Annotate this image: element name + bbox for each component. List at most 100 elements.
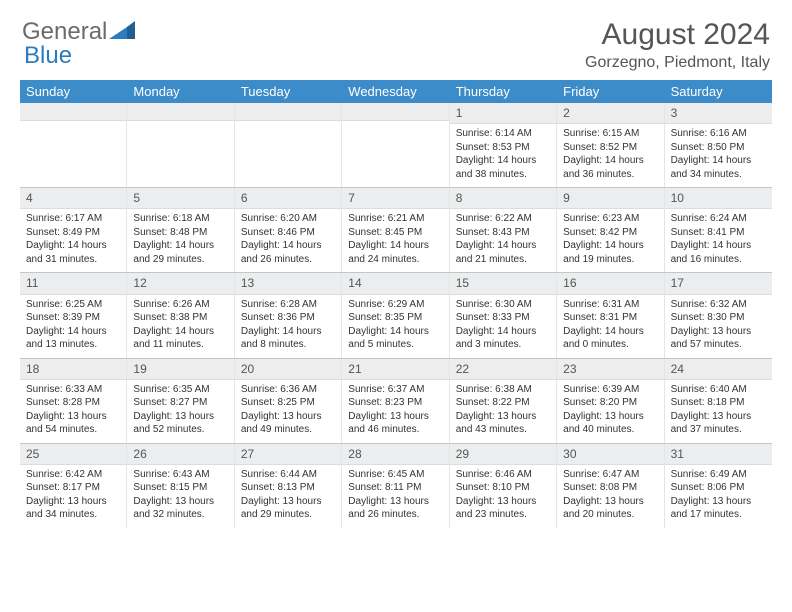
day-info-line: Sunset: 8:27 PM [133,396,227,410]
day-cell-body: Sunrise: 6:38 AMSunset: 8:22 PMDaylight:… [450,380,556,443]
day-info-line: Daylight: 13 hours [241,410,335,424]
day-info-line: Sunset: 8:08 PM [563,481,657,495]
day-info-line: Sunset: 8:17 PM [26,481,120,495]
day-cell: 11Sunrise: 6:25 AMSunset: 8:39 PMDayligh… [20,273,127,357]
day-info-line: and 32 minutes. [133,508,227,522]
day-info-line: and 37 minutes. [671,423,766,437]
day-cell-body: Sunrise: 6:18 AMSunset: 8:48 PMDaylight:… [127,209,233,272]
date-number: 12 [127,273,233,294]
day-cell-body: Sunrise: 6:42 AMSunset: 8:17 PMDaylight:… [20,465,126,528]
day-info-line: Daylight: 13 hours [241,495,335,509]
day-info-line: Daylight: 13 hours [26,410,120,424]
month-title: August 2024 [585,18,770,52]
day-info-line: Daylight: 14 hours [348,239,442,253]
logo-text-2: Blue [24,42,72,70]
date-number: 25 [20,444,126,465]
day-cell-body: Sunrise: 6:28 AMSunset: 8:36 PMDaylight:… [235,295,341,358]
date-number: 31 [665,444,772,465]
day-info-line: Daylight: 14 hours [241,239,335,253]
day-info-line: Sunrise: 6:22 AM [456,212,550,226]
day-cell: 14Sunrise: 6:29 AMSunset: 8:35 PMDayligh… [342,273,449,357]
day-cell [20,103,127,187]
day-cell-body [342,121,448,130]
day-info-line: and 17 minutes. [671,508,766,522]
date-number: 9 [557,188,663,209]
day-cell-body: Sunrise: 6:23 AMSunset: 8:42 PMDaylight:… [557,209,663,272]
day-info-line: Sunrise: 6:28 AM [241,298,335,312]
day-info-line: and 23 minutes. [456,508,550,522]
day-cell: 23Sunrise: 6:39 AMSunset: 8:20 PMDayligh… [557,359,664,443]
date-number: 21 [342,359,448,380]
date-number: 7 [342,188,448,209]
day-info-line: Daylight: 14 hours [456,154,550,168]
day-info-line: and 16 minutes. [671,253,766,267]
day-info-line: and 54 minutes. [26,423,120,437]
week-row: 1Sunrise: 6:14 AMSunset: 8:53 PMDaylight… [20,103,772,187]
day-info-line: Daylight: 13 hours [563,495,657,509]
day-cell: 31Sunrise: 6:49 AMSunset: 8:06 PMDayligh… [665,444,772,528]
logo-mark-icon [109,18,135,46]
day-cell: 8Sunrise: 6:22 AMSunset: 8:43 PMDaylight… [450,188,557,272]
day-info-line: Daylight: 13 hours [671,495,766,509]
date-number [20,103,126,121]
day-info-line: Sunrise: 6:29 AM [348,298,442,312]
date-number: 30 [557,444,663,465]
day-cell-body: Sunrise: 6:36 AMSunset: 8:25 PMDaylight:… [235,380,341,443]
day-info-line: Daylight: 14 hours [133,325,227,339]
day-info-line: Sunrise: 6:43 AM [133,468,227,482]
day-cell: 15Sunrise: 6:30 AMSunset: 8:33 PMDayligh… [450,273,557,357]
day-info-line: Sunset: 8:28 PM [26,396,120,410]
day-cell: 27Sunrise: 6:44 AMSunset: 8:13 PMDayligh… [235,444,342,528]
date-number: 20 [235,359,341,380]
day-cell-body: Sunrise: 6:20 AMSunset: 8:46 PMDaylight:… [235,209,341,272]
day-info-line: and 13 minutes. [26,338,120,352]
day-info-line: Daylight: 14 hours [563,239,657,253]
day-cell: 3Sunrise: 6:16 AMSunset: 8:50 PMDaylight… [665,103,772,187]
day-info-line: Sunrise: 6:47 AM [563,468,657,482]
day-info-line: and 49 minutes. [241,423,335,437]
day-cell-body: Sunrise: 6:26 AMSunset: 8:38 PMDaylight:… [127,295,233,358]
day-cell: 4Sunrise: 6:17 AMSunset: 8:49 PMDaylight… [20,188,127,272]
day-info-line: Daylight: 14 hours [671,154,766,168]
day-info-line: Daylight: 13 hours [456,495,550,509]
day-info-line: Sunrise: 6:20 AM [241,212,335,226]
day-info-line: Daylight: 13 hours [26,495,120,509]
date-number: 6 [235,188,341,209]
day-info-line: Daylight: 14 hours [456,325,550,339]
day-info-line: and 19 minutes. [563,253,657,267]
day-info-line: Sunset: 8:39 PM [26,311,120,325]
day-cell: 28Sunrise: 6:45 AMSunset: 8:11 PMDayligh… [342,444,449,528]
day-info-line: and 34 minutes. [26,508,120,522]
day-info-line: and 26 minutes. [348,508,442,522]
day-header-cell: Saturday [665,80,772,103]
day-info-line: Sunrise: 6:49 AM [671,468,766,482]
day-cell: 16Sunrise: 6:31 AMSunset: 8:31 PMDayligh… [557,273,664,357]
week-row: 4Sunrise: 6:17 AMSunset: 8:49 PMDaylight… [20,187,772,272]
day-info-line: Sunrise: 6:46 AM [456,468,550,482]
day-info-line: Daylight: 13 hours [671,325,766,339]
day-cell: 26Sunrise: 6:43 AMSunset: 8:15 PMDayligh… [127,444,234,528]
day-info-line: and 31 minutes. [26,253,120,267]
date-number: 1 [450,103,556,124]
day-info-line: Sunrise: 6:15 AM [563,127,657,141]
date-number: 29 [450,444,556,465]
day-header-cell: Wednesday [342,80,449,103]
day-info-line: Sunset: 8:50 PM [671,141,766,155]
day-info-line: Daylight: 13 hours [348,495,442,509]
day-cell-body: Sunrise: 6:29 AMSunset: 8:35 PMDaylight:… [342,295,448,358]
title-block: August 2024 Gorzegno, Piedmont, Italy [585,18,770,72]
day-info-line: and 0 minutes. [563,338,657,352]
day-cell-body [127,121,233,130]
day-info-line: Sunset: 8:49 PM [26,226,120,240]
day-info-line: Sunset: 8:46 PM [241,226,335,240]
date-number: 10 [665,188,772,209]
day-info-line: and 29 minutes. [133,253,227,267]
day-info-line: and 34 minutes. [671,168,766,182]
day-info-line: Sunrise: 6:30 AM [456,298,550,312]
day-info-line: Sunrise: 6:32 AM [671,298,766,312]
day-cell-body: Sunrise: 6:15 AMSunset: 8:52 PMDaylight:… [557,124,663,187]
day-info-line: Sunset: 8:36 PM [241,311,335,325]
date-number: 17 [665,273,772,294]
week-row: 18Sunrise: 6:33 AMSunset: 8:28 PMDayligh… [20,358,772,443]
day-info-line: Sunset: 8:43 PM [456,226,550,240]
